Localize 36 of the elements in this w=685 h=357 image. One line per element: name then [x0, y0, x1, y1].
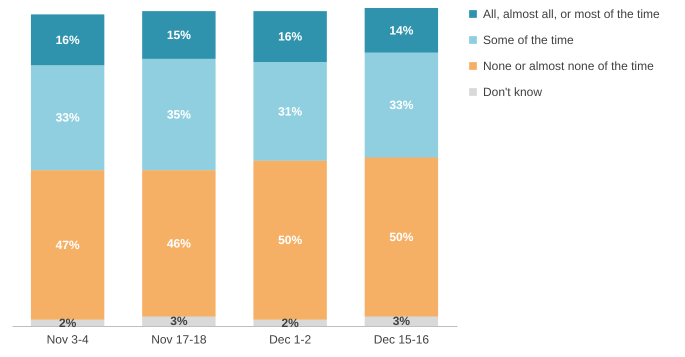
- data-label: 3%: [392, 314, 410, 328]
- bar: [142, 58, 216, 170]
- data-label: 3%: [170, 314, 188, 328]
- data-label: 14%: [389, 23, 414, 38]
- data-label: 31%: [278, 104, 302, 118]
- bar: [142, 170, 216, 316]
- bar: [30, 65, 104, 170]
- data-label: 16%: [56, 32, 80, 47]
- bar: [30, 170, 104, 320]
- x-tick-label: Nov 17-18: [151, 332, 207, 346]
- x-tick-label: Dec 15-16: [374, 332, 430, 346]
- bar: [253, 160, 327, 320]
- legend-label: Don't know: [483, 85, 542, 99]
- bar: [253, 62, 327, 161]
- data-label: 35%: [166, 108, 192, 122]
- bar: [364, 157, 438, 316]
- data-label: 15%: [166, 28, 192, 42]
- data-label: 33%: [389, 98, 414, 112]
- bar: [30, 14, 104, 66]
- x-tick-label: Dec 1-2: [269, 332, 312, 346]
- x-tick-label: Nov 3-4: [46, 332, 89, 346]
- data-label: 2%: [58, 316, 77, 330]
- bar: [364, 8, 438, 53]
- data-label: 2%: [281, 316, 300, 330]
- data-label: 46%: [166, 236, 192, 250]
- legend-label: None or almost none of the time: [483, 59, 654, 73]
- bar: [364, 52, 438, 158]
- data-label: 16%: [278, 30, 302, 44]
- data-label: 47%: [56, 238, 80, 252]
- legend-label: All, almost all, or most of the time: [483, 7, 660, 21]
- legend-label: Some of the time: [483, 33, 574, 47]
- bar: [142, 11, 216, 59]
- data-label: 50%: [278, 233, 302, 248]
- data-label: 50%: [389, 230, 414, 244]
- bar: [253, 11, 327, 62]
- data-label: 33%: [56, 110, 80, 125]
